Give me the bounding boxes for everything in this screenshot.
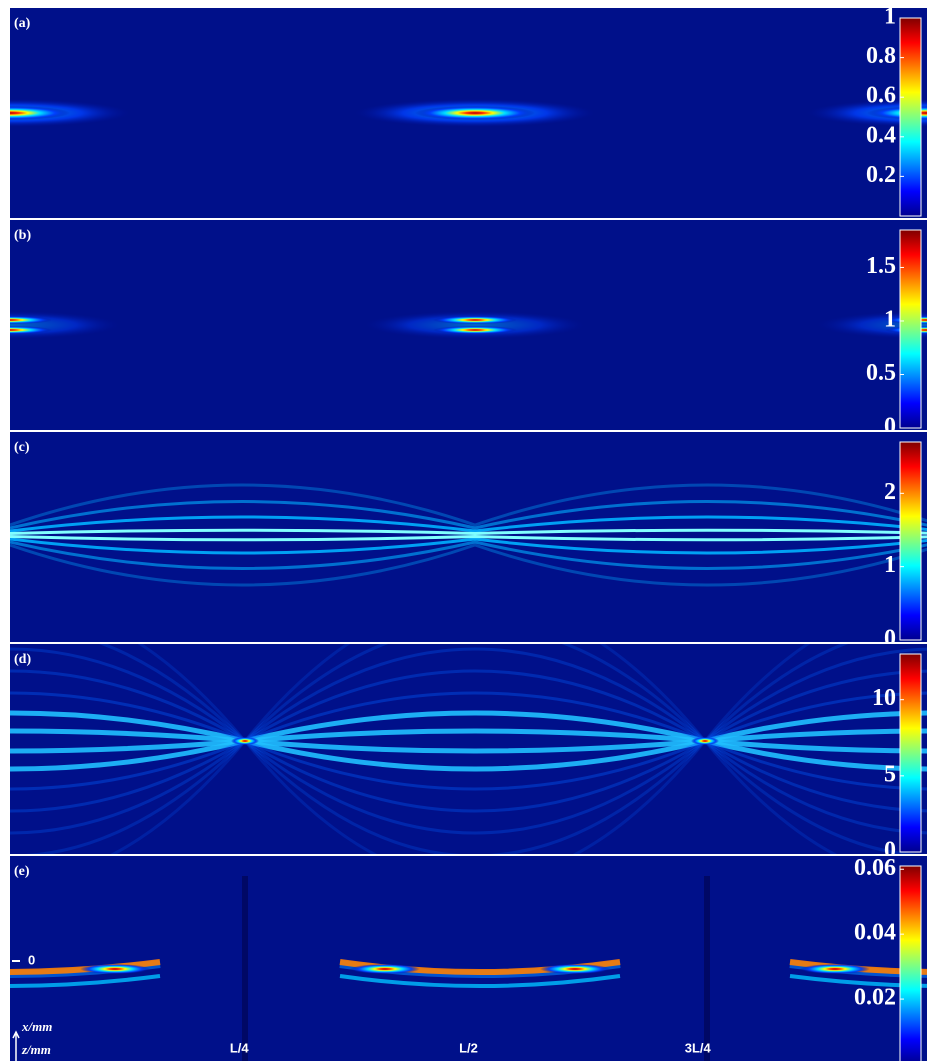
colorbar-tick-label: 0.5 <box>866 360 896 386</box>
panel: (c)012 <box>10 432 927 652</box>
shadow-band <box>242 876 248 1061</box>
fringe <box>10 691 927 743</box>
fringe <box>10 738 927 772</box>
panel-label: (b) <box>14 228 31 243</box>
colorbar <box>899 653 922 853</box>
panel: (b)00.511.5 <box>10 220 927 440</box>
colorbar-tick-label: 0.8 <box>866 43 896 69</box>
panel-label: (a) <box>14 16 31 31</box>
arc-core <box>350 964 420 974</box>
arc-beam <box>339 974 621 988</box>
focus <box>231 737 259 745</box>
colorbar <box>899 229 922 429</box>
colorbar-tick-label: 1.5 <box>866 253 896 279</box>
focus <box>691 737 719 745</box>
fringe <box>10 528 927 536</box>
beam-core <box>433 316 517 324</box>
fringe <box>10 739 927 813</box>
fringe <box>10 669 927 743</box>
panel-label: (c) <box>14 440 30 455</box>
arc-core <box>800 964 870 974</box>
x-axis-label: z/mm <box>21 1042 51 1057</box>
heatmap <box>10 311 927 339</box>
panel: (a) 0.2 0.4 0.6 0.8 1 <box>10 4 927 218</box>
y-axis-label: x/mm <box>21 1019 52 1034</box>
heatmap <box>10 483 927 587</box>
colorbar <box>899 441 922 641</box>
fringe <box>10 540 927 570</box>
colorbar-tick-label: 1 <box>884 552 896 578</box>
beam-core <box>415 106 535 120</box>
x-tick-label: L/4 <box>230 1040 250 1055</box>
fringe <box>10 500 927 530</box>
fringe <box>10 515 927 533</box>
colorbar <box>899 865 922 1061</box>
beam-glow <box>365 311 585 339</box>
x-tick-label: L/2 <box>459 1040 478 1055</box>
colorbar-tick-label: 2 <box>884 479 896 505</box>
colorbar-tick-label: 10 <box>872 685 896 711</box>
panel-label: (e) <box>14 864 30 879</box>
heatmap <box>10 644 927 854</box>
fringe <box>10 537 927 555</box>
colorbar <box>899 17 922 217</box>
colorbar-tick-label: 1 <box>884 4 896 30</box>
colorbar-tick-label: 0.4 <box>866 122 896 148</box>
y-tick-label: 0 <box>28 952 35 967</box>
fringe <box>10 739 927 791</box>
beam-core <box>10 326 52 334</box>
panel-label: (d) <box>14 652 31 667</box>
arc-beam <box>10 974 161 988</box>
colorbar-tick-label: 0.06 <box>854 855 896 881</box>
fringe <box>10 543 927 587</box>
beam-core <box>433 326 517 334</box>
heatmap-bg <box>10 856 927 1061</box>
colorbar-tick-label: 1 <box>884 306 896 332</box>
x-tick-label: 3L/4 <box>685 1040 712 1055</box>
colorbar-tick-label: 0.04 <box>854 920 896 946</box>
fringe <box>10 739 927 835</box>
beam-core <box>10 316 52 324</box>
fringe <box>10 647 927 743</box>
fringe <box>10 738 927 754</box>
heatmap <box>10 876 927 1061</box>
fringe <box>10 483 927 527</box>
arc-core <box>80 964 150 974</box>
beam-core <box>10 106 70 120</box>
fringe <box>10 728 927 744</box>
colorbar-tick-label: 5 <box>884 761 896 787</box>
axis-arrows <box>12 1030 20 1061</box>
colorbar-tick-label: 0.6 <box>866 83 896 109</box>
heatmap <box>10 99 927 127</box>
fringe <box>10 534 927 542</box>
shadow-band <box>704 876 710 1061</box>
arc-beam <box>789 974 927 988</box>
panel: (e) 0.02 0.04 0.06 0 L/4 L/2 3L/4 x/mm z/mm <box>10 855 927 1061</box>
colorbar-tick-label: 0.02 <box>854 985 896 1011</box>
arc-core <box>540 964 610 974</box>
fringe <box>10 710 927 744</box>
colorbar-tick-label: 0.2 <box>866 162 896 188</box>
